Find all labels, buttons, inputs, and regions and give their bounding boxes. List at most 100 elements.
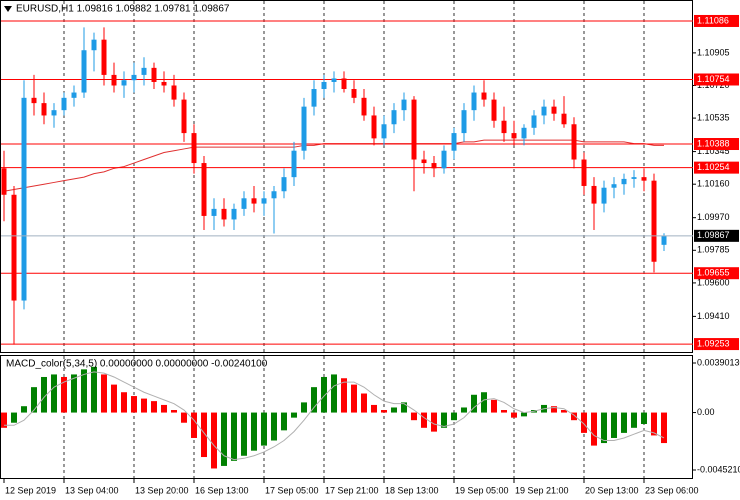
candle-body	[391, 110, 397, 125]
level-label-box	[694, 161, 739, 174]
macd-bar	[181, 412, 187, 423]
last-price-label: 1.09867	[697, 230, 730, 240]
macd-bar	[571, 412, 577, 421]
macd-bar	[331, 374, 337, 413]
candle-body	[431, 163, 437, 169]
macd-bar	[551, 406, 557, 413]
level-label-box	[694, 14, 739, 27]
level-label: 1.09655	[697, 268, 730, 278]
macd-bar	[411, 412, 417, 421]
level-label-box	[694, 338, 739, 351]
candle-body	[291, 150, 297, 178]
candle-body	[241, 198, 247, 209]
candle-body	[561, 113, 567, 125]
candle-body	[591, 185, 597, 204]
macd-bar	[561, 410, 567, 413]
macd-bar	[361, 393, 367, 413]
macd-bar	[461, 407, 467, 413]
candle-body	[461, 110, 467, 134]
macd-bar	[141, 398, 147, 413]
candle-body	[21, 97, 27, 301]
candle-body	[411, 99, 417, 160]
candle-body	[311, 89, 317, 107]
y-tick-label: 1.09410	[697, 311, 730, 321]
candle-body	[421, 159, 427, 164]
candle-body	[251, 198, 257, 204]
candle-body	[41, 103, 47, 116]
macd-bar	[41, 376, 47, 413]
y-tick-label: 0.00390130	[697, 357, 740, 367]
macd-panel-frame	[0, 355, 693, 479]
candle-body	[1, 168, 7, 195]
candle-body	[631, 177, 637, 179]
level-label: 1.10254	[697, 162, 730, 172]
macd-bar	[111, 384, 117, 413]
candle-body	[621, 178, 627, 185]
macd-bar	[491, 399, 497, 413]
candle-body	[341, 78, 347, 90]
macd-bar	[471, 394, 477, 413]
macd-bar	[271, 412, 277, 441]
macd-bar	[641, 412, 647, 424]
y-tick-label: 0.00	[697, 407, 715, 417]
macd-bar	[421, 412, 427, 428]
candle-body	[211, 208, 217, 216]
macd-bar	[291, 412, 297, 418]
candle-body	[381, 124, 387, 139]
level-label: 1.09253	[697, 338, 730, 348]
macd-bar	[631, 412, 637, 428]
signal-line	[4, 371, 665, 461]
time-label: 13 Sep 20:00	[135, 485, 189, 495]
time-label: 20 Sep 13:00	[585, 485, 639, 495]
macd-bar	[301, 402, 307, 413]
macd-bar	[91, 366, 97, 413]
macd-bar	[321, 376, 327, 413]
macd-bar	[401, 402, 407, 413]
macd-bar	[611, 412, 617, 438]
price-panel-frame	[0, 0, 693, 353]
macd-bar	[591, 412, 597, 446]
candle-body	[201, 163, 207, 216]
macd-bar	[131, 396, 137, 413]
macd-bar	[51, 374, 57, 413]
time-label: 19 Sep 21:00	[515, 485, 569, 495]
candle-body	[181, 99, 187, 134]
level-label-box	[694, 73, 739, 86]
macd-bar	[71, 374, 77, 413]
macd-bar	[621, 412, 627, 433]
candle-body	[351, 89, 357, 98]
candle-body	[471, 92, 477, 111]
candle-body	[601, 187, 607, 204]
macd-bar	[171, 410, 177, 413]
time-label: 17 Sep 05:00	[265, 485, 319, 495]
y-tick-label: 1.10345	[697, 146, 730, 156]
candle-body	[511, 133, 517, 139]
candle-body	[11, 194, 17, 301]
candle-body	[281, 177, 287, 192]
candle-body	[101, 39, 107, 75]
candle-body	[661, 235, 667, 245]
macd-bar	[81, 369, 87, 413]
candle-body	[481, 92, 487, 100]
candle-body	[231, 208, 237, 220]
macd-bar	[501, 410, 507, 413]
macd-bar	[431, 412, 437, 432]
candle-body	[331, 78, 337, 82]
macd-bar	[201, 412, 207, 458]
macd-bar	[511, 412, 517, 418]
macd-bar	[191, 412, 197, 438]
candle-body	[301, 106, 307, 151]
macd-bar	[371, 404, 377, 413]
candle-body	[71, 92, 77, 98]
macd-bar	[151, 401, 157, 413]
candle-body	[151, 67, 157, 82]
candle-body	[31, 97, 37, 104]
macd-bar	[261, 412, 267, 446]
candle-body	[571, 124, 577, 160]
macd-bar	[441, 412, 447, 428]
macd-bar	[281, 412, 287, 431]
candle-body	[441, 150, 447, 169]
macd-bar	[311, 387, 317, 413]
macd-bar	[601, 412, 607, 444]
